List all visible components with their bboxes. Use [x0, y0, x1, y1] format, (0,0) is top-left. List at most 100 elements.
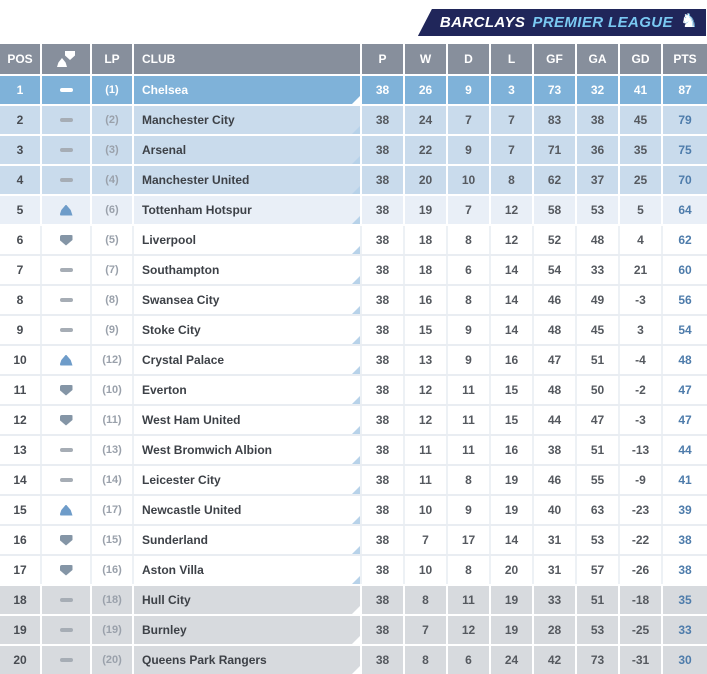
club-name: Leicester City: [134, 466, 362, 494]
corner-fold-icon: [352, 396, 360, 404]
column-header-d[interactable]: D: [448, 44, 491, 74]
stat-value: 44: [534, 406, 577, 434]
stat-value: 40: [534, 496, 577, 524]
stat-value: 16: [405, 286, 448, 314]
stat-value: 11: [448, 436, 491, 464]
position-value: 8: [0, 286, 42, 314]
last-position-value: (4): [92, 166, 134, 194]
table-row: 4 (4) Manchester United 38 20 10 8 62 37 25 70: [0, 166, 707, 194]
position-value: 3: [0, 136, 42, 164]
club-name: Everton: [134, 376, 362, 404]
moved-down-icon: [59, 414, 73, 426]
no-change-icon: [59, 88, 73, 92]
stat-value: 7: [405, 526, 448, 554]
stat-value: 51: [577, 436, 620, 464]
no-change-icon: [59, 298, 73, 302]
stat-value: 7: [448, 106, 491, 134]
stat-value: 3: [491, 76, 534, 104]
column-header-p[interactable]: P: [362, 44, 405, 74]
points-value: 35: [663, 586, 707, 614]
column-header-pos[interactable]: POS: [0, 44, 42, 74]
movement-cell: [42, 496, 92, 524]
league-table: POS LP CLUB P W D L GF GA GD PTS 1 (1) Chelsea …: [0, 44, 707, 674]
no-change-icon: [59, 268, 73, 272]
stat-value: -4: [620, 346, 663, 374]
position-value: 19: [0, 616, 42, 644]
last-position-value: (14): [92, 466, 134, 494]
last-position-value: (8): [92, 286, 134, 314]
table-row: 2 (2) Manchester City 38 24 7 7 83 38 45 79: [0, 106, 707, 134]
last-position-value: (6): [92, 196, 134, 224]
corner-fold-icon: [352, 126, 360, 134]
position-value: 6: [0, 226, 42, 254]
stat-value: 57: [577, 556, 620, 584]
column-header-pts[interactable]: PTS: [663, 44, 707, 74]
table-row: 1 (1) Chelsea 38 26 9 3 73 32 41 87: [0, 76, 707, 104]
column-header-gd[interactable]: GD: [620, 44, 663, 74]
stat-value: 20: [405, 166, 448, 194]
club-name: Tottenham Hotspur: [134, 196, 362, 224]
table-row: 15 (17) Newcastle United 38 10 9 19 40 63 -23 3…: [0, 496, 707, 524]
stat-value: 12: [405, 376, 448, 404]
table-header-row: POS LP CLUB P W D L GF GA GD PTS: [0, 44, 707, 74]
club-name: Queens Park Rangers: [134, 646, 362, 674]
stat-value: 33: [534, 586, 577, 614]
stat-value: 38: [362, 616, 405, 644]
stat-value: 7: [448, 196, 491, 224]
moved-down-icon: [59, 234, 73, 246]
stat-value: 38: [362, 256, 405, 284]
column-header-w[interactable]: W: [405, 44, 448, 74]
movement-cell: [42, 646, 92, 674]
movement-cell: [42, 316, 92, 344]
corner-fold-icon: [352, 336, 360, 344]
stat-value: 6: [448, 646, 491, 674]
no-change-icon: [59, 178, 73, 182]
column-header-movement[interactable]: [42, 44, 92, 74]
no-change-icon: [59, 118, 73, 122]
column-header-l[interactable]: L: [491, 44, 534, 74]
corner-fold-icon: [352, 576, 360, 584]
stat-value: 38: [362, 556, 405, 584]
points-value: 62: [663, 226, 707, 254]
logo-competition-text: PREMIER LEAGUE: [532, 14, 673, 31]
stat-value: 8: [491, 166, 534, 194]
points-value: 47: [663, 406, 707, 434]
last-position-value: (13): [92, 436, 134, 464]
moved-up-icon: [59, 504, 73, 516]
last-position-value: (10): [92, 376, 134, 404]
stat-value: 16: [491, 436, 534, 464]
stat-value: 38: [362, 526, 405, 554]
stat-value: 38: [362, 346, 405, 374]
column-header-lp[interactable]: LP: [92, 44, 134, 74]
position-value: 14: [0, 466, 42, 494]
movement-cell: [42, 466, 92, 494]
table-row: 8 (8) Swansea City 38 16 8 14 46 49 -3 56: [0, 286, 707, 314]
lion-icon: ♞: [679, 11, 697, 32]
table-row: 16 (15) Sunderland 38 7 17 14 31 53 -22 38: [0, 526, 707, 554]
logo-brand-text: BARCLAYS: [439, 14, 526, 31]
position-value: 15: [0, 496, 42, 524]
stat-value: 48: [534, 316, 577, 344]
stat-value: 8: [405, 586, 448, 614]
stat-value: 25: [620, 166, 663, 194]
stat-value: 9: [448, 76, 491, 104]
column-header-ga[interactable]: GA: [577, 44, 620, 74]
column-header-gf[interactable]: GF: [534, 44, 577, 74]
stat-value: 47: [577, 406, 620, 434]
table-row: 13 (13) West Bromwich Albion 38 11 11 16 38 5…: [0, 436, 707, 464]
stat-value: 19: [491, 496, 534, 524]
stat-value: -2: [620, 376, 663, 404]
table-row: 5 (6) Tottenham Hotspur 38 19 7 12 58 53 5 64: [0, 196, 707, 224]
stat-value: -9: [620, 466, 663, 494]
corner-fold-icon: [352, 186, 360, 194]
stat-value: 52: [534, 226, 577, 254]
stat-value: 73: [577, 646, 620, 674]
stat-value: 46: [534, 466, 577, 494]
points-value: 64: [663, 196, 707, 224]
corner-fold-icon: [352, 636, 360, 644]
column-header-club[interactable]: CLUB: [134, 44, 362, 74]
stat-value: 15: [491, 406, 534, 434]
stat-value: 24: [405, 106, 448, 134]
stat-value: 37: [577, 166, 620, 194]
stat-value: 28: [534, 616, 577, 644]
